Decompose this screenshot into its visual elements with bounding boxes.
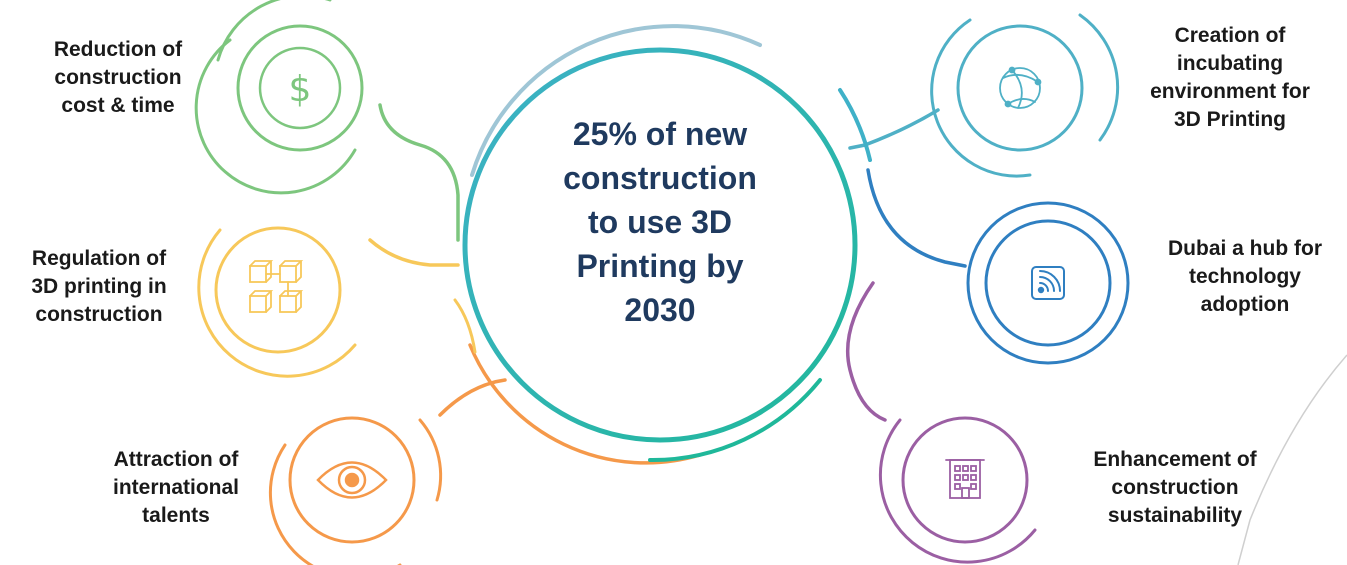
label-talents: Attraction of international talents <box>112 448 239 527</box>
node-talents <box>268 416 443 565</box>
label-regulation: Regulation of 3D printing in constructio… <box>31 247 167 326</box>
label-sustainability: Enhancement of construction sustainabili… <box>1093 448 1257 527</box>
center-goal-text: 25% of new construction to use 3D Printi… <box>563 116 757 328</box>
node-regulation <box>197 226 477 378</box>
connector-talents-arc <box>468 343 702 465</box>
connectors <box>368 103 967 465</box>
node-hub <box>966 201 1130 365</box>
decorative-arc <box>1237 354 1347 565</box>
connector-regulation <box>368 238 460 267</box>
connector-sustainability <box>845 281 887 422</box>
connector-hub <box>866 168 967 268</box>
label-hub: Dubai a hub for technology adoption <box>1168 237 1322 316</box>
globe-network-icon <box>999 66 1042 109</box>
central-ring <box>462 24 872 463</box>
node-cost: $ <box>194 0 364 195</box>
label-cost: Reduction of construction cost & time <box>53 38 183 117</box>
connector-cost <box>378 103 460 242</box>
blocks-icon <box>249 260 304 313</box>
signal-icon <box>1031 266 1065 300</box>
label-incubating: Creation of incubating environment for 3… <box>1150 24 1310 131</box>
connector-talents <box>438 378 507 417</box>
node-sustainability <box>878 416 1037 564</box>
eye-icon <box>316 461 388 499</box>
dollar-icon: $ <box>289 69 312 110</box>
node-incubating <box>930 13 1120 178</box>
building-icon <box>945 459 985 499</box>
